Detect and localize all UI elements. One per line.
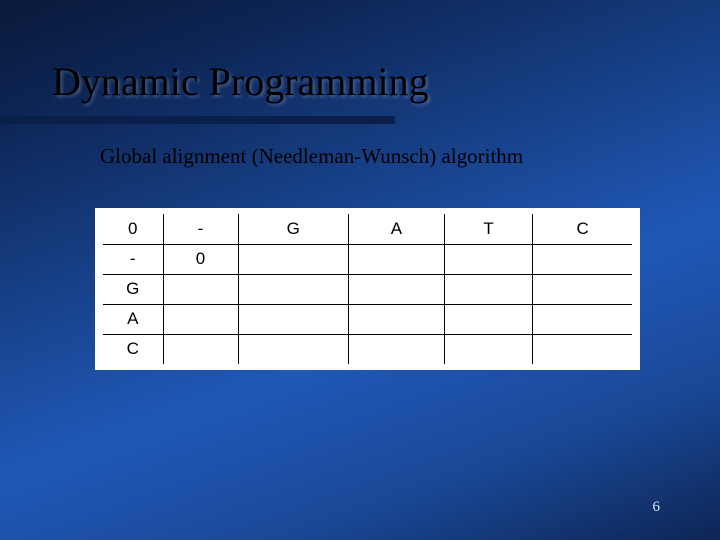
slide-subtitle: Global alignment (Needleman-Wunsch) algo…: [100, 144, 523, 169]
col-header: -: [163, 214, 238, 244]
row-header: G: [103, 274, 163, 304]
row-header: A: [103, 304, 163, 334]
col-header: 0: [103, 214, 163, 244]
col-header: C: [533, 214, 632, 244]
table-header-row: 0 - G A T C: [103, 214, 632, 244]
cell: [238, 244, 349, 274]
cell: [444, 244, 532, 274]
cell: [238, 274, 349, 304]
cell: [163, 304, 238, 334]
cell: [163, 274, 238, 304]
slide: Dynamic Programming Global alignment (Ne…: [0, 0, 720, 540]
row-header: C: [103, 334, 163, 364]
table-row: - 0: [103, 244, 632, 274]
cell: [444, 304, 532, 334]
cell: [349, 244, 445, 274]
cell: [238, 304, 349, 334]
page-number: 6: [653, 499, 661, 516]
cell: [349, 334, 445, 364]
col-header: A: [349, 214, 445, 244]
cell: [533, 274, 632, 304]
cell: 0: [163, 244, 238, 274]
table-row: A: [103, 304, 632, 334]
slide-title: Dynamic Programming: [52, 58, 429, 105]
alignment-table: 0 - G A T C - 0 G: [103, 214, 632, 364]
alignment-table-container: 0 - G A T C - 0 G: [95, 208, 640, 370]
table-row: G: [103, 274, 632, 304]
cell: [163, 334, 238, 364]
col-header: G: [238, 214, 349, 244]
cell: [444, 334, 532, 364]
cell: [349, 274, 445, 304]
row-header: -: [103, 244, 163, 274]
cell: [444, 274, 532, 304]
cell: [533, 334, 632, 364]
cell: [533, 304, 632, 334]
title-underline: [0, 116, 395, 124]
cell: [349, 304, 445, 334]
cell: [238, 334, 349, 364]
col-header: T: [444, 214, 532, 244]
cell: [533, 244, 632, 274]
table-row: C: [103, 334, 632, 364]
